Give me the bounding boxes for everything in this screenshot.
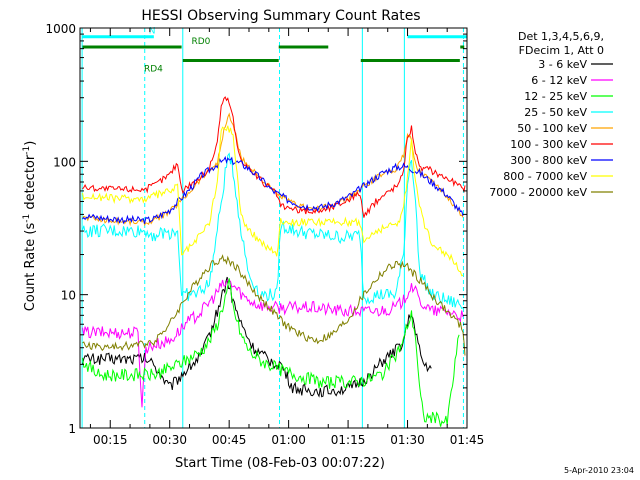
series-line-7 (82, 125, 464, 277)
plot-area: N RD0 RD4 (79, 27, 468, 429)
y-axis-label: Count Rate (s-1 detector-1) (22, 141, 38, 312)
y-tick-label-3: 1000 (45, 22, 76, 36)
series-line-6 (82, 155, 464, 225)
series-line-5 (82, 96, 466, 218)
series-line-8 (82, 254, 466, 356)
x-axis: 00:15 00:30 00:45 01:00 01:15 01:30 01:45 (89, 28, 485, 447)
series-line-3 (82, 152, 464, 310)
legend-label-8: 7000 - 20000 keV (489, 186, 587, 199)
legend-label-4: 50 - 100 keV (517, 122, 587, 135)
timestamp: 5-Apr-2010 23:04 (564, 466, 634, 475)
y-axis-label-exponent: -1 (22, 214, 32, 223)
status-bar-label-2: RD4 (144, 65, 163, 75)
legend-label-5: 100 - 300 keV (510, 138, 587, 151)
x-tick-label-1: 00:30 (152, 433, 187, 447)
y-tick-label-0: 1 (68, 422, 76, 436)
chart-title: HESSI Observing Summary Count Rates (141, 8, 420, 24)
plot-frame (79, 27, 468, 429)
status-bar-label-0: N (149, 27, 156, 37)
series-lines (82, 96, 466, 427)
y-axis-label-tail: detector (23, 154, 38, 214)
legend-label-2: 12 - 25 keV (524, 90, 587, 103)
legend: Det 1,3,4,5,6,9,FDecim 1, Att 03 - 6 keV… (489, 30, 613, 199)
series-line-1 (82, 278, 464, 408)
x-axis-label: Start Time (08-Feb-03 00:07:22) (175, 456, 385, 471)
y-tick-label-2: 100 (53, 155, 76, 169)
x-tick-label-2: 00:45 (212, 433, 247, 447)
series-line-2 (82, 278, 460, 427)
legend-label-7: 800 - 7000 keV (503, 170, 587, 183)
y-axis-label-main: Count Rate (s (23, 223, 38, 312)
x-tick-label-0: 00:15 (93, 433, 128, 447)
y-tick-label-1: 10 (61, 289, 76, 303)
x-tick-label-5: 01:30 (390, 433, 425, 447)
legend-label-0: 3 - 6 keV (538, 58, 587, 71)
y-axis: 1 10 100 1000 (45, 22, 467, 436)
x-tick-label-4: 01:15 (331, 433, 366, 447)
series-line-0 (82, 276, 432, 398)
series-line-4 (82, 112, 464, 227)
status-bar-label-1: RD0 (192, 37, 211, 47)
legend-label-6: 300 - 800 keV (510, 154, 587, 167)
y-axis-label-exponent-2: -1 (22, 146, 32, 155)
legend-label-3: 25 - 50 keV (524, 106, 587, 119)
status-bars: N RD0 RD4 (82, 27, 467, 75)
y-axis-label-end: ) (23, 141, 38, 146)
legend-header-1: FDecim 1, Att 0 (519, 44, 604, 57)
x-tick-label-6: 01:45 (450, 433, 485, 447)
x-tick-label-3: 01:00 (271, 433, 306, 447)
legend-header-0: Det 1,3,4,5,6,9, (518, 30, 604, 43)
legend-label-1: 6 - 12 keV (531, 74, 587, 87)
